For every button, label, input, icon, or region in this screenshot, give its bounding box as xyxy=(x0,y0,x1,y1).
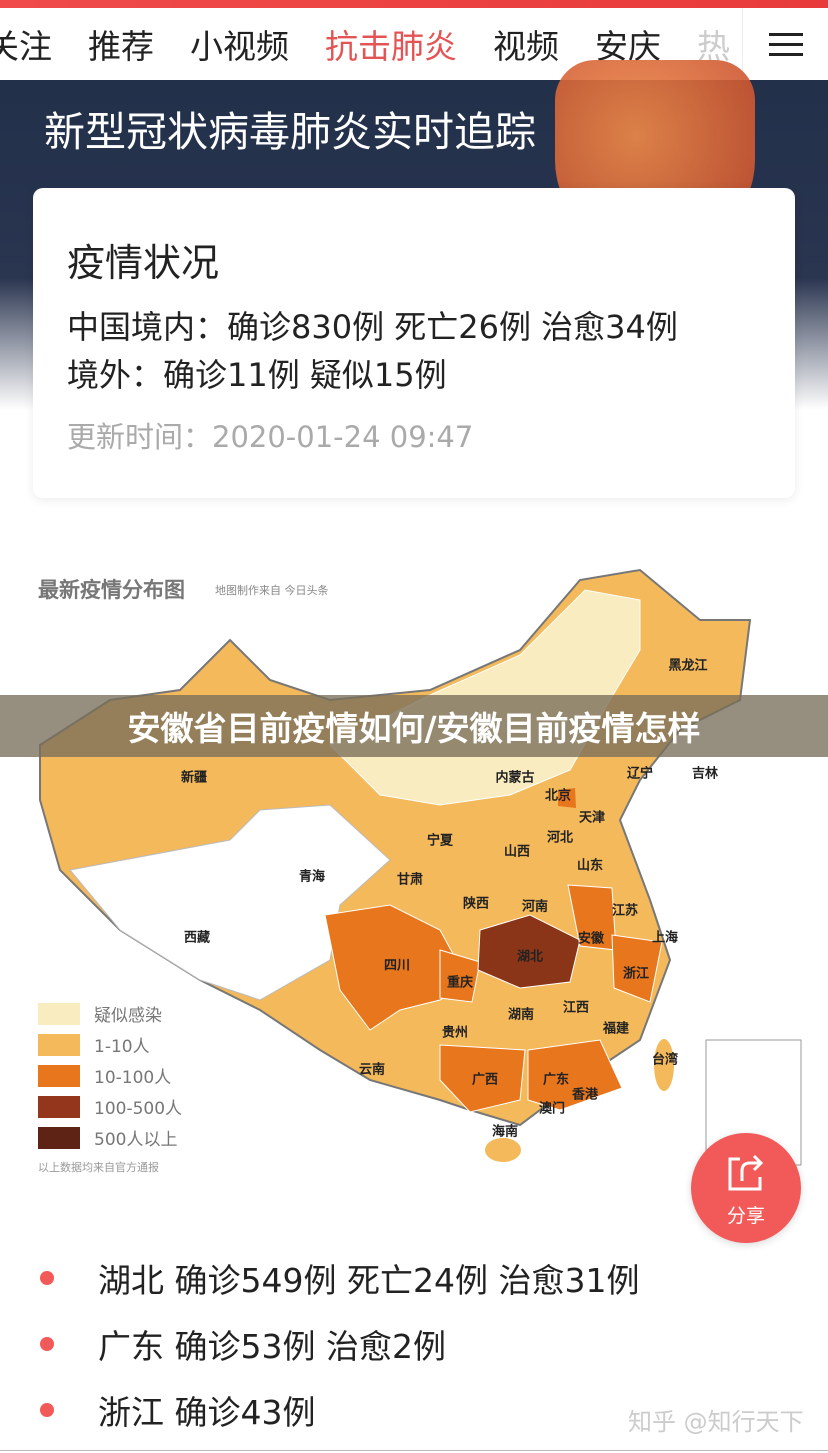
legend-item: 100-500人 xyxy=(38,1091,182,1122)
list-item: 浙江 确诊43例 xyxy=(40,1377,639,1443)
legend-item: 疑似感染 xyxy=(38,998,182,1029)
province-label: 宁夏 xyxy=(426,833,454,849)
share-button[interactable]: 分享 xyxy=(691,1133,801,1243)
article-title-banner: 安徽省目前疫情如何/安徽目前疫情怎样 xyxy=(0,695,828,757)
province-label: 海南 xyxy=(491,1124,519,1140)
tab-recommend[interactable]: 推荐 xyxy=(88,27,154,66)
legend-swatch xyxy=(38,1126,80,1149)
province-label: 四川 xyxy=(383,958,411,974)
province-label: 辽宁 xyxy=(626,766,654,782)
province-label: 广西 xyxy=(471,1072,499,1088)
update-time: 更新时间：2020-01-24 09:47 xyxy=(67,420,474,454)
channel-tabs: 关注 推荐 小视频 抗击肺炎 视频 安庆 热 xyxy=(0,8,828,80)
province-label: 青海 xyxy=(298,869,326,885)
province-label: 云南 xyxy=(358,1062,386,1078)
province-label: 香港 xyxy=(571,1087,599,1103)
domestic-stats: 中国境内：确诊830例 死亡26例 治愈34例 xyxy=(67,308,678,346)
province-label: 重庆 xyxy=(446,975,474,991)
province-label: 内蒙古 xyxy=(495,770,535,786)
province-label: 天津 xyxy=(578,810,606,826)
legend-label: 100-500人 xyxy=(94,1099,183,1119)
region-tibet-qinghai xyxy=(69,804,391,1001)
bullet-icon xyxy=(40,1271,54,1285)
bullet-icon xyxy=(40,1403,54,1417)
region-chongqing xyxy=(439,949,481,1003)
legend-swatch xyxy=(38,1064,80,1087)
status-card: 疫情状况 中国境内：确诊830例 死亡26例 治愈34例 境外：确诊11例 疑似… xyxy=(33,188,795,498)
province-label: 贵州 xyxy=(441,1025,469,1041)
province-label: 福建 xyxy=(602,1021,630,1037)
province-label: 湖北 xyxy=(516,949,544,965)
region-beijing xyxy=(558,788,576,808)
legend-item: 1-10人 xyxy=(38,1029,182,1060)
menu-icon[interactable] xyxy=(742,8,828,80)
region-taiwan xyxy=(654,1039,674,1091)
province-label: 西藏 xyxy=(183,930,211,946)
share-icon xyxy=(728,1154,764,1191)
province-label: 山东 xyxy=(576,858,604,874)
tab-fight-pneumonia[interactable]: 抗击肺炎 xyxy=(325,27,457,66)
province-label: 广东 xyxy=(542,1072,570,1088)
province-label: 黑龙江 xyxy=(668,658,708,674)
province-label: 陕西 xyxy=(462,896,490,912)
province-label: 江西 xyxy=(562,1000,590,1016)
region-guangdong xyxy=(527,1039,623,1111)
region-hainan xyxy=(485,1138,521,1162)
legend-label: 疑似感染 xyxy=(94,1006,162,1026)
region-hubei xyxy=(477,914,581,989)
map-note: 以上数据均来自官方通报 xyxy=(38,1161,159,1174)
top-accent-bar xyxy=(0,0,828,8)
bullet-icon xyxy=(40,1337,54,1351)
tab-short-video[interactable]: 小视频 xyxy=(190,27,289,66)
province-label: 山西 xyxy=(503,844,531,860)
map-legend: 疑似感染 1-10人 10-100人 100-500人 500人以上 以上数据均来自官方… xyxy=(38,998,182,1175)
legend-label: 10-100人 xyxy=(94,1068,172,1088)
province-label: 安徽 xyxy=(577,931,605,947)
legend-swatch xyxy=(38,1033,80,1056)
hero-title: 新型冠状病毒肺炎实时追踪 xyxy=(44,108,536,156)
province-label: 吉林 xyxy=(691,766,719,782)
tab-video[interactable]: 视频 xyxy=(493,27,559,66)
legend-item: 10-100人 xyxy=(38,1060,182,1091)
province-label: 台湾 xyxy=(651,1052,679,1068)
tab-hot[interactable]: 热 xyxy=(697,27,730,66)
province-label: 新疆 xyxy=(180,770,208,786)
province-label: 北京 xyxy=(544,788,572,804)
legend-swatch xyxy=(38,1002,80,1025)
overseas-stats: 境外：确诊11例 疑似15例 xyxy=(67,356,447,394)
province-stats-list: 湖北 确诊549例 死亡24例 治愈31例 广东 确诊53例 治愈2例 浙江 确… xyxy=(40,1245,639,1443)
legend-label: 500人以上 xyxy=(94,1130,178,1150)
list-item: 湖北 确诊549例 死亡24例 治愈31例 xyxy=(40,1245,639,1311)
province-label: 浙江 xyxy=(622,966,650,982)
map-title: 最新疫情分布图 xyxy=(38,578,185,602)
legend-item: 500人以上 xyxy=(38,1122,182,1153)
region-sichuan xyxy=(324,904,471,1031)
tab-follow[interactable]: 关注 xyxy=(0,27,52,66)
divider xyxy=(0,1450,828,1451)
legend-swatch xyxy=(38,1095,80,1118)
epidemic-map: 最新疫情分布图 地图制作来自 今日头条 黑龙江吉林 辽宁 内蒙古 北京 天津 河北 新疆宁夏… xyxy=(0,540,828,1200)
share-label: 分享 xyxy=(726,1205,765,1227)
region-guangxi xyxy=(439,1044,526,1113)
watermark: 知乎 @知行天下 xyxy=(628,1408,804,1436)
province-label: 湖南 xyxy=(507,1007,535,1023)
region-zhejiang xyxy=(611,934,663,1003)
tab-anqing[interactable]: 安庆 xyxy=(595,27,661,66)
map-source: 地图制作来自 今日头条 xyxy=(215,584,329,597)
province-label: 河南 xyxy=(521,899,549,915)
province-label: 澳门 xyxy=(538,1101,566,1117)
province-label: 江苏 xyxy=(611,903,639,919)
province-label: 河北 xyxy=(546,830,574,846)
province-label: 上海 xyxy=(651,930,679,946)
province-label: 甘肃 xyxy=(396,872,424,888)
list-item: 广东 确诊53例 治愈2例 xyxy=(40,1311,639,1377)
legend-label: 1-10人 xyxy=(94,1037,150,1057)
status-heading: 疫情状况 xyxy=(67,241,220,285)
